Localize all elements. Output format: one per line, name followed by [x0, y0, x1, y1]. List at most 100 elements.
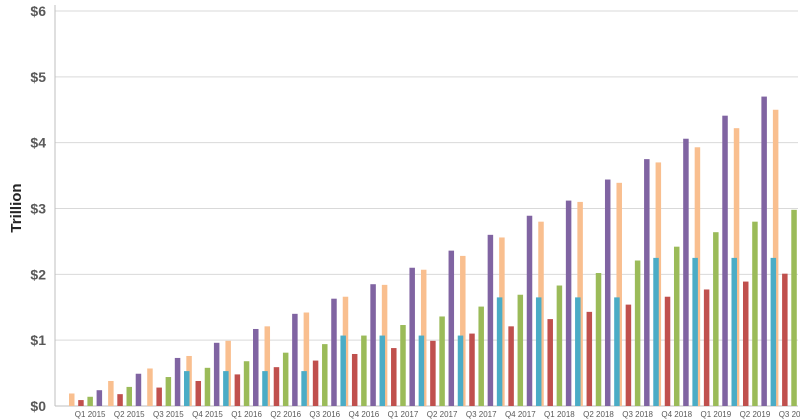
bar	[312, 360, 319, 406]
bar	[664, 296, 671, 406]
bar	[195, 380, 202, 406]
bar	[213, 342, 220, 406]
bar	[713, 232, 719, 406]
bar	[526, 215, 533, 406]
bar	[731, 257, 737, 407]
bar	[556, 285, 563, 406]
bar	[448, 250, 455, 406]
bar	[156, 387, 162, 406]
x-tick-label: Q2 2016	[270, 410, 301, 419]
bar	[135, 373, 142, 406]
bar	[586, 311, 593, 406]
x-tick-label: Q3 2015	[153, 410, 184, 419]
bar	[370, 284, 376, 406]
bar	[282, 352, 289, 406]
bar	[184, 371, 190, 406]
bar	[752, 221, 758, 406]
bar	[439, 316, 445, 406]
y-tick-label: $3	[30, 201, 46, 217]
bar	[595, 273, 602, 406]
bar	[223, 371, 229, 406]
bar	[761, 96, 767, 406]
bar	[703, 289, 710, 406]
x-tick-label: Q3 2016	[309, 410, 340, 419]
bar	[409, 267, 415, 406]
bar	[644, 159, 650, 407]
y-tick-label: $6	[30, 3, 46, 19]
bar	[253, 328, 259, 406]
bar	[400, 325, 406, 406]
bar	[96, 390, 103, 406]
bar	[322, 344, 328, 406]
bar	[108, 380, 114, 406]
x-tick-label: Q2 2015	[114, 410, 145, 419]
bar	[273, 367, 280, 406]
x-tick-label: Q2 2017	[427, 410, 458, 419]
x-tick-label: Q2 2018	[583, 410, 614, 419]
bar	[487, 234, 494, 406]
bar	[379, 335, 386, 406]
bar	[478, 306, 484, 406]
bar	[126, 386, 133, 406]
bar	[301, 371, 307, 406]
bar	[430, 340, 436, 406]
bar	[117, 394, 123, 406]
x-tick-label: Q1 2018	[544, 410, 575, 419]
x-tick-label: Q4 2016	[349, 410, 380, 419]
bar	[78, 400, 84, 406]
bar	[147, 368, 153, 406]
bars	[69, 96, 797, 407]
bar	[469, 333, 475, 406]
x-tick-label: Q1 2017	[388, 410, 419, 419]
bar	[264, 326, 271, 406]
bar	[457, 335, 464, 406]
bar	[361, 335, 367, 406]
bar	[604, 179, 611, 406]
bar	[791, 209, 797, 406]
x-tick-label: Q2 2019	[740, 410, 771, 419]
bar	[340, 335, 346, 406]
bar	[391, 348, 397, 406]
y-tick-label: $1	[30, 332, 46, 348]
bar	[508, 326, 514, 406]
x-tick-label: Q3 2018	[622, 410, 653, 419]
bar	[673, 246, 680, 406]
bar	[292, 313, 298, 406]
x-tick-label: Q1 2015	[75, 410, 106, 419]
bar	[722, 115, 728, 407]
bar	[351, 353, 358, 406]
bar	[496, 297, 503, 407]
x-tick-label: Q4 2015	[192, 410, 223, 419]
bar	[243, 361, 250, 406]
y-tick-label: $4	[30, 135, 46, 151]
bar	[204, 367, 211, 406]
bar	[683, 138, 689, 406]
y-tick-label: $2	[30, 266, 46, 282]
x-tick-label: Q4 2017	[505, 410, 536, 419]
bar	[653, 257, 659, 407]
bar	[742, 281, 749, 406]
bar	[331, 298, 337, 406]
bar	[614, 297, 620, 407]
x-tick-label: Q4 2018	[661, 410, 692, 419]
bar	[535, 297, 542, 407]
bar	[770, 257, 777, 407]
bar	[634, 260, 641, 406]
y-tick-label: $0	[30, 398, 46, 414]
bar	[625, 304, 632, 406]
bar	[692, 257, 698, 407]
y-tick-label: $5	[30, 69, 46, 85]
bar	[575, 297, 581, 407]
bar	[565, 200, 572, 406]
x-tick-label: Q1 2019	[700, 410, 731, 419]
y-axis-label: Trillion	[8, 183, 25, 232]
x-tick-label: Q3 2019	[779, 410, 800, 419]
bar	[547, 319, 553, 406]
bar	[782, 273, 788, 406]
x-tick-label: Q1 2016	[231, 410, 262, 419]
bar	[87, 396, 93, 406]
bar	[69, 393, 75, 406]
bar	[418, 335, 425, 406]
bar	[303, 312, 310, 406]
